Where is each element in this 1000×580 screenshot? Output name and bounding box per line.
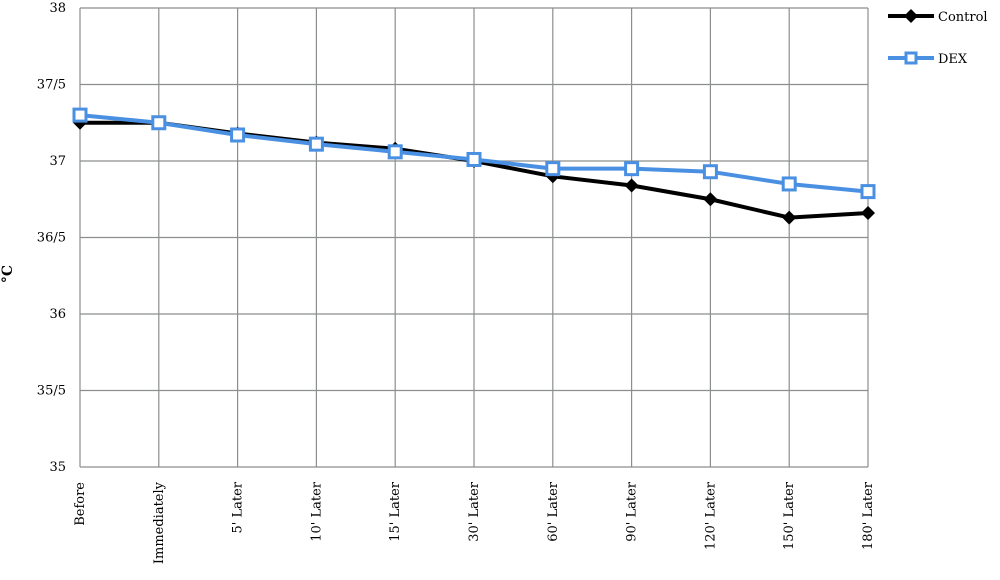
legend-marker-dex bbox=[904, 51, 918, 65]
y-tick-label: 35/5 bbox=[37, 384, 66, 399]
data-point-control bbox=[782, 210, 797, 225]
data-point-dex bbox=[702, 164, 718, 180]
data-point-dex bbox=[781, 176, 797, 192]
data-point-dex bbox=[624, 161, 640, 177]
data-point-dex bbox=[308, 136, 324, 152]
y-tick-label: 37/5 bbox=[37, 78, 66, 93]
data-point-control bbox=[624, 178, 639, 193]
x-tick-label: Immediately bbox=[152, 481, 167, 564]
x-tick-label: Before bbox=[73, 482, 88, 526]
x-tick-label: 120' Later bbox=[703, 481, 718, 550]
data-point-dex bbox=[545, 161, 561, 177]
x-tick-label: 30' Later bbox=[467, 481, 482, 542]
y-tick-label: 36 bbox=[49, 307, 66, 322]
legend-marker-control bbox=[904, 9, 918, 23]
y-axis-title: °C bbox=[0, 265, 16, 283]
y-tick-label: 36/5 bbox=[37, 231, 66, 246]
data-point-dex bbox=[387, 144, 403, 160]
y-tick-label: 35 bbox=[49, 460, 66, 475]
x-tick-label: 90' Later bbox=[625, 481, 640, 542]
y-tick-label: 38 bbox=[49, 1, 66, 16]
data-point-dex bbox=[230, 127, 246, 143]
x-tick-label: 15' Later bbox=[388, 481, 403, 542]
y-tick-label: 37 bbox=[49, 154, 66, 169]
data-point-control bbox=[703, 192, 718, 207]
data-point-dex bbox=[860, 184, 876, 200]
data-point-dex bbox=[72, 107, 88, 123]
legend-label-dex: DEX bbox=[938, 52, 968, 67]
legend-label-control: Control bbox=[938, 10, 988, 25]
data-point-dex bbox=[151, 115, 167, 131]
x-tick-label: 10' Later bbox=[309, 481, 324, 542]
data-point-control bbox=[861, 206, 875, 221]
x-tick-label: 150' Later bbox=[782, 481, 797, 550]
data-point-dex bbox=[466, 151, 482, 167]
x-tick-label: 5' Later bbox=[231, 481, 246, 533]
x-tick-label: 180' Later bbox=[861, 481, 876, 550]
x-tick-label: 60' Later bbox=[546, 481, 561, 542]
